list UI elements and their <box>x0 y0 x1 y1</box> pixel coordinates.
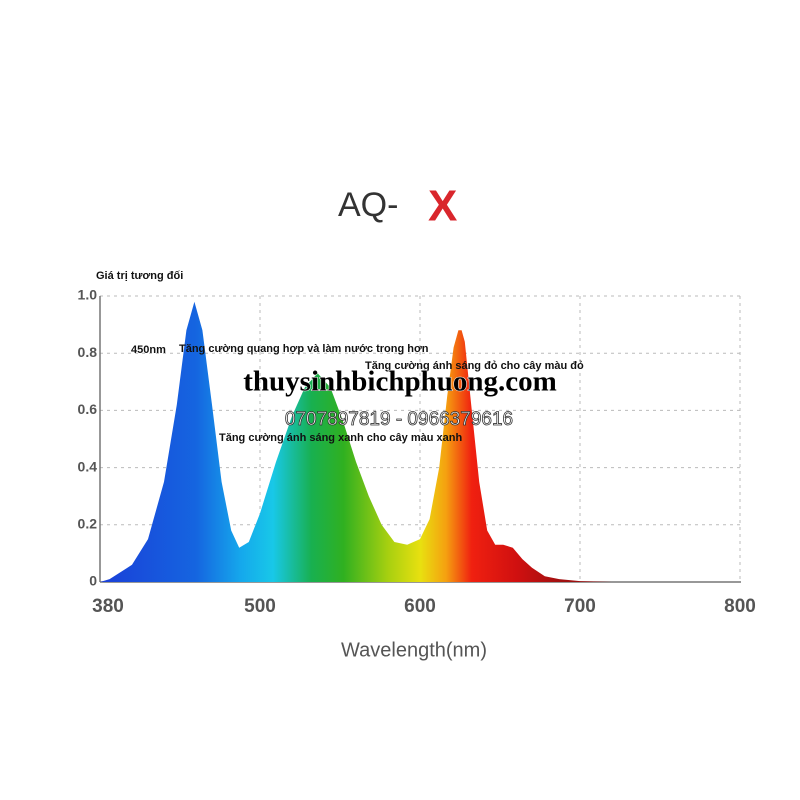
annotation: Tăng cường ánh sáng xanh cho cây màu xan… <box>219 432 462 444</box>
spectrum-area <box>100 301 740 582</box>
x-axis-label: Wavelength(nm) <box>341 639 487 661</box>
chart-title: AQ- <box>338 186 398 224</box>
x-tick-label: 700 <box>564 596 596 617</box>
annotation: Tăng cường quang hợp và làm nước trong h… <box>179 343 429 355</box>
x-tick-label: 500 <box>244 596 276 617</box>
watermark: thuysinhbichphuong.com <box>243 366 557 398</box>
plot: 0 0.2 0.4 0.6 0.8 1.0 380 500 600 700 800 <box>78 287 756 617</box>
x-tick-label: 600 <box>404 596 436 617</box>
x-tick-label: 800 <box>724 596 756 617</box>
y-tick-label: 1.0 <box>78 287 98 303</box>
y-tick-label: 0.8 <box>78 344 98 360</box>
y-tick-label: 0 <box>89 573 97 589</box>
y-tick-label: 0.6 <box>78 401 98 417</box>
annotation: 450nm <box>131 344 166 356</box>
y-axis-label: Giá trị tương đối <box>96 270 183 282</box>
contact: 0707897819 - 0966379616 <box>285 409 513 430</box>
x-tick-label: 380 <box>92 596 124 617</box>
title-mark: X <box>428 182 457 231</box>
annotation: Tăng cường ánh sáng đỏ cho cây màu đỏ <box>365 360 584 372</box>
y-tick-label: 0.4 <box>78 458 98 474</box>
y-tick-label: 0.2 <box>78 516 98 532</box>
